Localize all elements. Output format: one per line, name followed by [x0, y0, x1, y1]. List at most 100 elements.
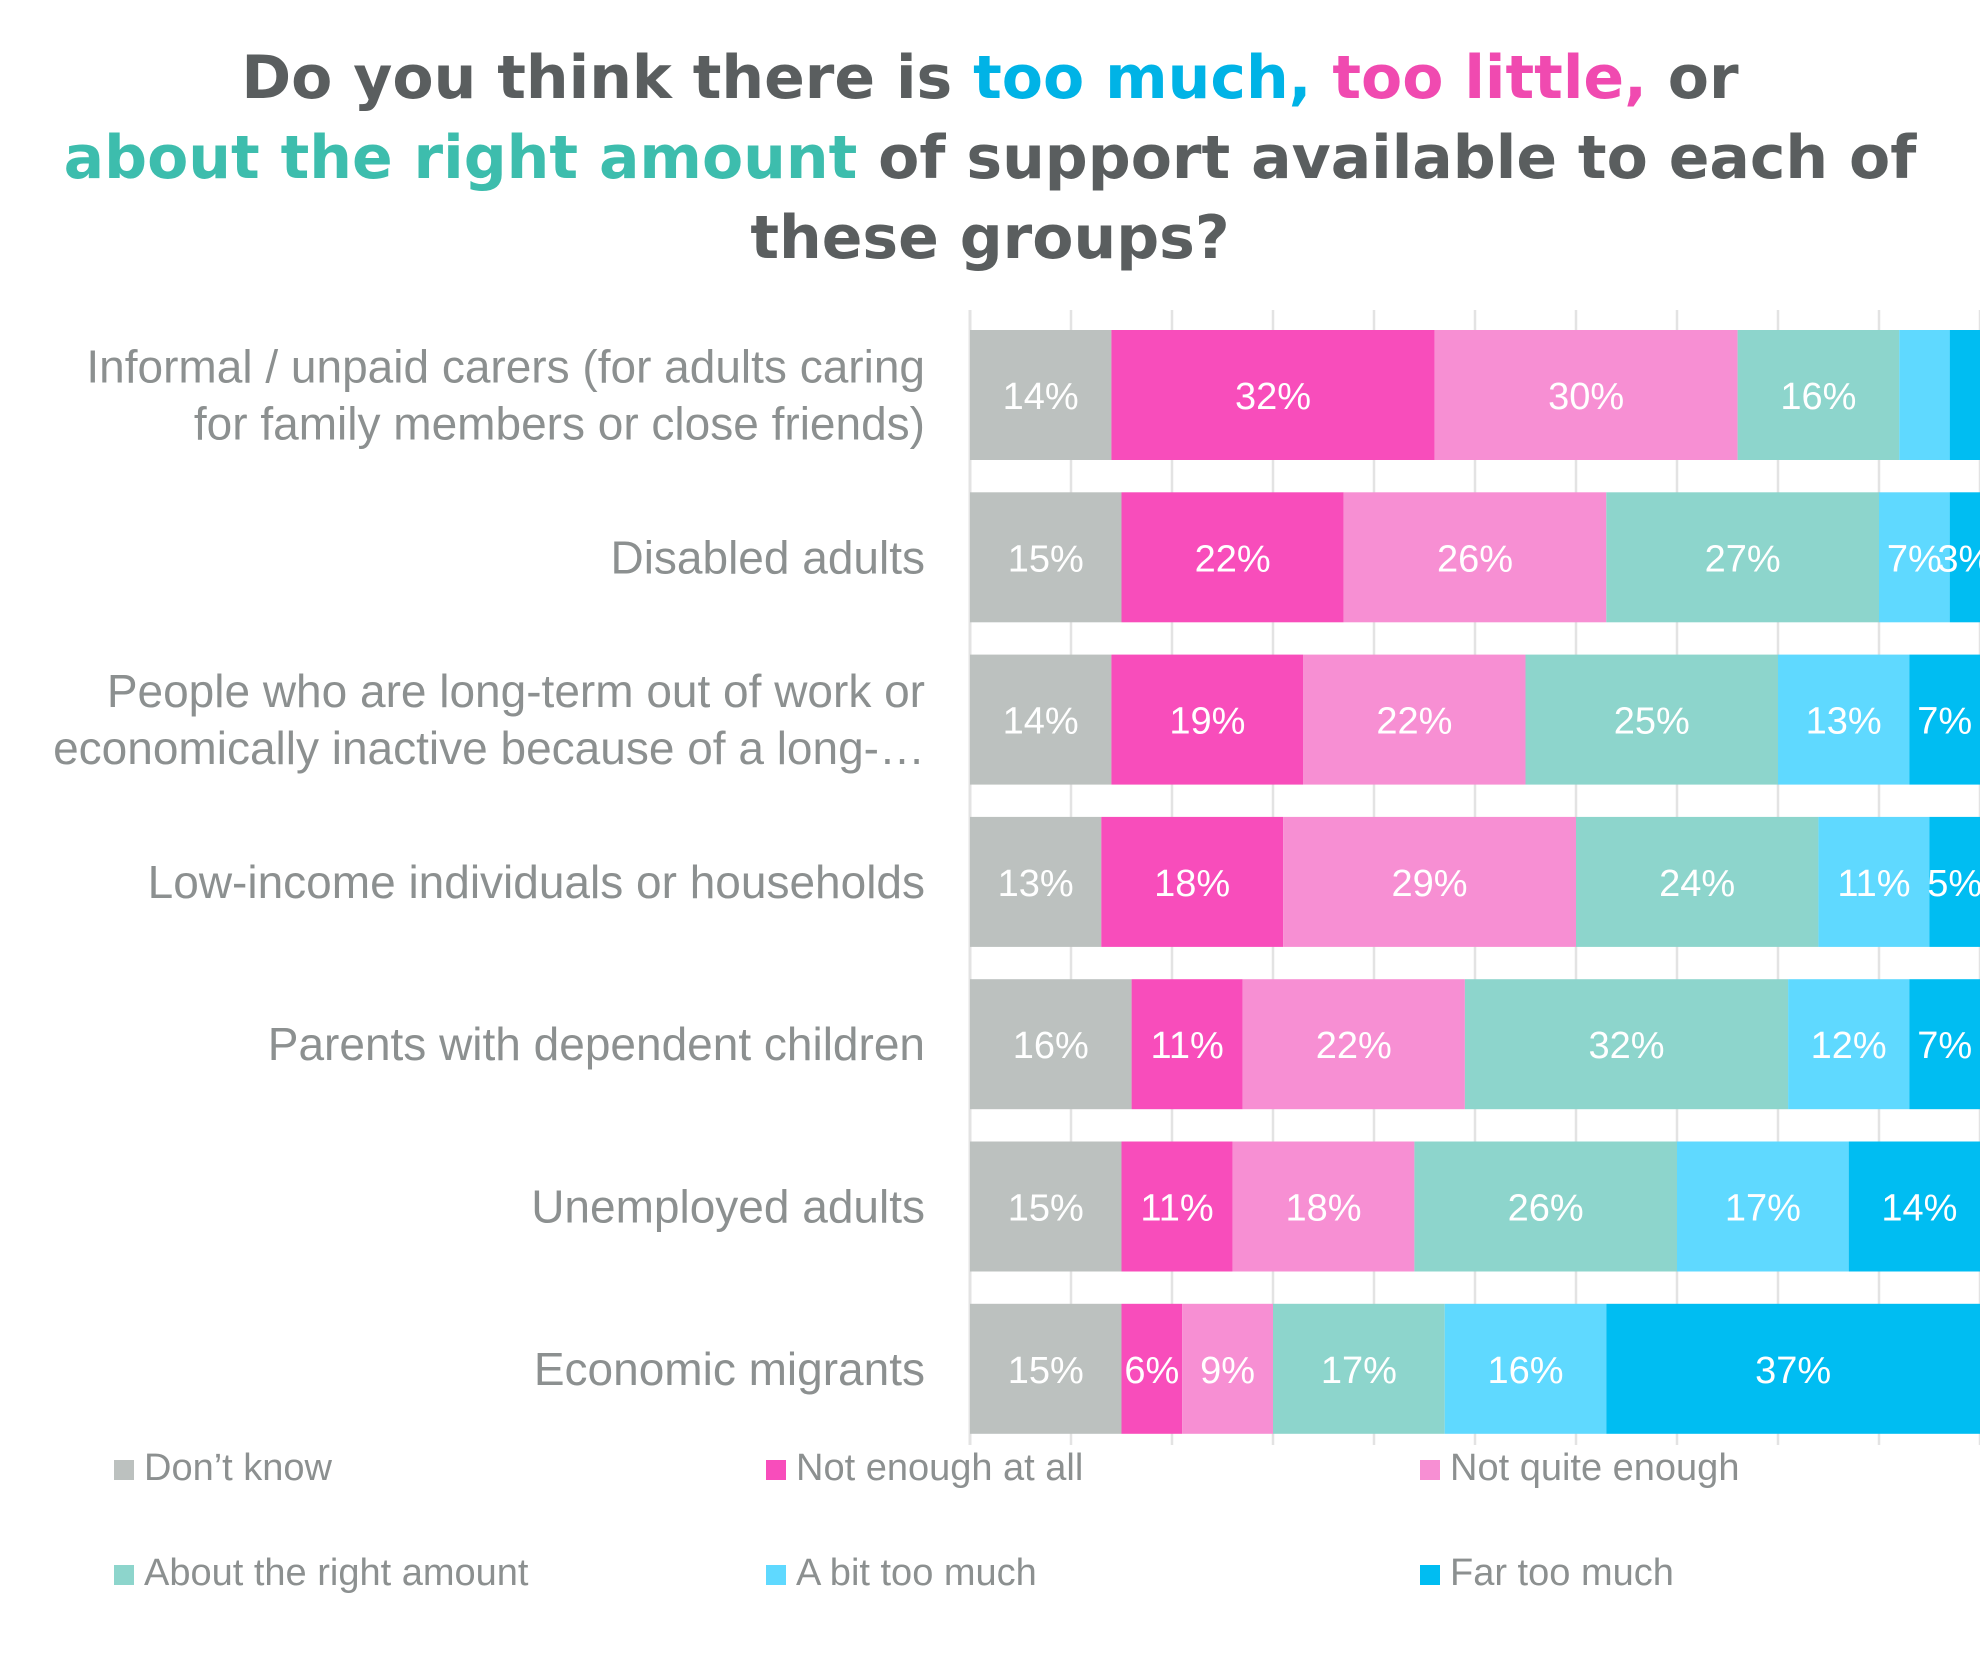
data-label: 30%	[1548, 376, 1624, 418]
data-label: 32%	[1235, 376, 1311, 418]
data-label: 13%	[1806, 701, 1882, 743]
data-label: 16%	[1487, 1350, 1563, 1392]
data-label: 14%	[1003, 701, 1079, 743]
legend-swatch	[766, 1565, 786, 1585]
data-label: 16%	[1013, 1025, 1089, 1067]
data-label: 17%	[1321, 1350, 1397, 1392]
bar-segment	[1303, 654, 1526, 785]
bar-segment	[1929, 816, 1980, 947]
legend-label: Not quite enough	[1450, 1447, 1739, 1489]
bar-segment	[1101, 816, 1284, 947]
data-label: 24%	[1659, 863, 1735, 905]
data-label: 15%	[1008, 1350, 1084, 1392]
data-label: 26%	[1437, 538, 1513, 580]
bar-segment	[1818, 816, 1930, 947]
legend-label: Far too much	[1450, 1552, 1674, 1594]
data-label: 27%	[1705, 538, 1781, 580]
legend-swatch	[114, 1565, 134, 1585]
data-label: 22%	[1316, 1025, 1392, 1067]
bar-segment	[970, 816, 1102, 947]
data-label: 18%	[1154, 863, 1230, 905]
legend-label: Not enough at all	[796, 1447, 1083, 1489]
legend-swatch	[766, 1460, 786, 1480]
title-text: or	[1646, 43, 1739, 113]
bar-segment	[1121, 1303, 1183, 1434]
bar-segment	[1242, 979, 1465, 1110]
bar-segment	[1121, 1141, 1233, 1272]
bar-segment	[1232, 1141, 1415, 1272]
data-label: 5%	[1927, 863, 1980, 905]
bar-segment	[1879, 492, 1950, 623]
data-label: 11%	[1151, 1025, 1224, 1067]
bar-segment	[1444, 1303, 1607, 1434]
data-label: 22%	[1195, 538, 1271, 580]
data-label: 9%	[1200, 1350, 1255, 1392]
bar-segment	[970, 1303, 1122, 1434]
bar-segment	[1525, 654, 1778, 785]
bar-segment	[1949, 330, 1980, 460]
bar-segment	[1182, 1303, 1273, 1434]
bar-segment	[1788, 979, 1910, 1110]
bar-segment	[1343, 492, 1607, 623]
data-label: 32%	[1588, 1025, 1664, 1067]
bar-segment	[1949, 492, 1980, 623]
data-label: 25%	[1614, 701, 1690, 743]
category-label: Parents with dependent children	[268, 1018, 925, 1070]
data-label: 13%	[998, 863, 1074, 905]
bar-segment	[1111, 654, 1304, 785]
data-label: 3%	[1937, 538, 1980, 580]
category-label: economically inactive because of a long-…	[53, 722, 925, 774]
data-label: 14%	[1881, 1188, 1957, 1230]
title-text: of support available to each of these gr…	[750, 123, 1917, 273]
bar-segment	[1414, 1141, 1677, 1272]
legend-swatch	[1420, 1565, 1440, 1585]
bar-segment	[1283, 816, 1576, 947]
legend-swatch	[114, 1460, 134, 1480]
data-label: 7%	[1917, 701, 1972, 743]
data-label: 29%	[1392, 863, 1468, 905]
data-label: 22%	[1376, 701, 1452, 743]
bar-segment	[1737, 330, 1900, 460]
title-about-right: about the right amount	[63, 123, 858, 193]
bar-segment	[970, 492, 1122, 623]
chart-title: Do you think there is too much, too litt…	[0, 38, 1980, 278]
bar-segment	[1111, 330, 1435, 460]
category-label: Disabled adults	[610, 531, 925, 583]
bar-segment	[1576, 816, 1819, 947]
bar-segment	[970, 330, 1112, 460]
bar-segment	[1434, 330, 1738, 460]
category-label: Informal / unpaid carers (for adults car…	[86, 341, 925, 393]
bar-segment	[1677, 1141, 1849, 1272]
category-label: Unemployed adults	[531, 1181, 925, 1233]
data-label: 37%	[1755, 1350, 1831, 1392]
data-label: 15%	[1008, 1188, 1084, 1230]
data-label: 6%	[1124, 1350, 1179, 1392]
bar-segment	[970, 979, 1132, 1110]
bar-segment	[970, 654, 1112, 785]
bar-segment	[1121, 492, 1344, 623]
data-label: 7%	[1917, 1025, 1972, 1067]
legend-label: About the right amount	[144, 1552, 529, 1594]
data-label: 15%	[1008, 538, 1084, 580]
legend-swatch	[1420, 1460, 1440, 1480]
data-label: 14%	[1003, 376, 1079, 418]
bar-segment	[1909, 979, 1980, 1110]
bar-segment	[1606, 492, 1879, 623]
bar-segment	[1909, 654, 1980, 785]
data-label: 26%	[1508, 1188, 1584, 1230]
title-too-little: too little,	[1332, 43, 1647, 113]
category-label: Low-income individuals or households	[148, 856, 925, 908]
data-label: 19%	[1169, 701, 1245, 743]
title-too-much: too much,	[973, 43, 1312, 113]
bar-segment	[1464, 979, 1789, 1110]
data-label: 18%	[1285, 1188, 1361, 1230]
data-label: 11%	[1837, 863, 1910, 905]
category-label: for family members or close friends)	[194, 398, 925, 450]
bar-segment	[970, 1141, 1122, 1272]
bar-segment	[1778, 654, 1910, 785]
legend-label: Don’t know	[144, 1447, 333, 1489]
data-label: 11%	[1140, 1188, 1213, 1230]
title-text: Do you think there is	[241, 43, 974, 113]
bar-segment	[1273, 1303, 1445, 1434]
